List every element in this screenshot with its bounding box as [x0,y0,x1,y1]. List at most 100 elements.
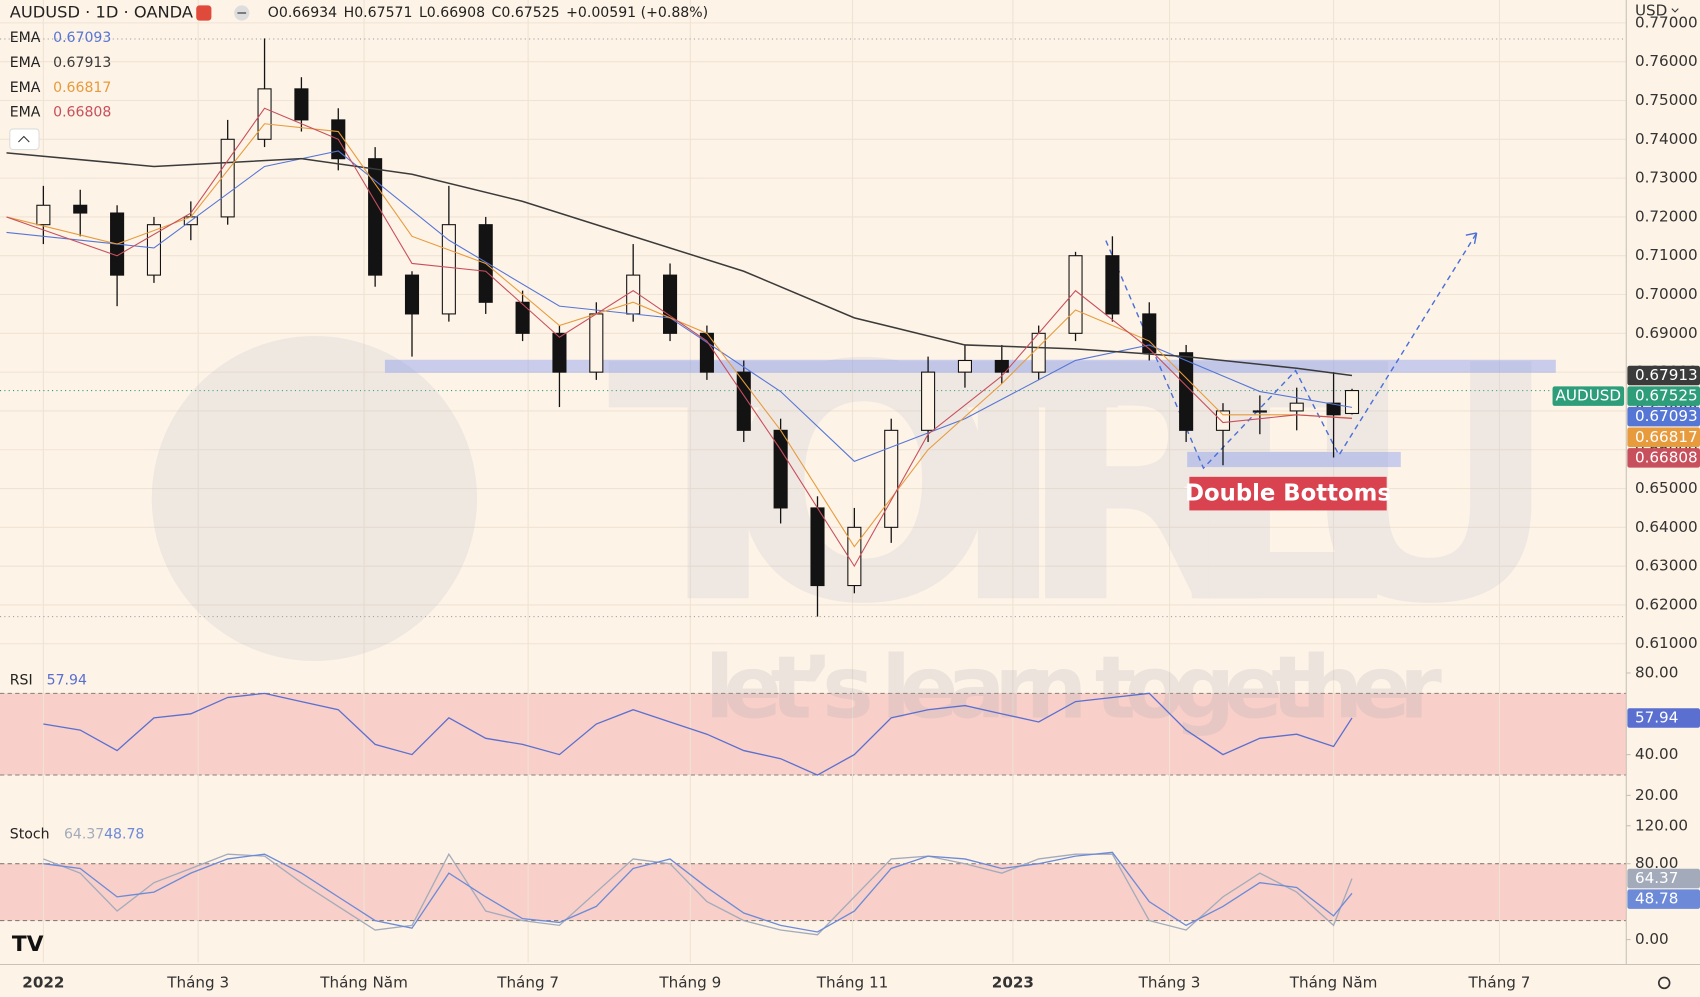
price-tag [1627,365,1700,386]
candle-body [1105,255,1120,315]
ohlc-key: L [419,5,427,21]
y-tick-label: 0.00 [1635,930,1669,948]
legend: AUDUSD · 1D · OANDA O0.66934 H0.67571 L0.6… [9,3,708,842]
tv-logo[interactable]: TV [12,932,44,957]
ohlc-value: 0.66934 [279,5,337,21]
y-tick-label: 0.63000 [1635,557,1698,575]
ohlc-key: O [268,5,279,21]
price-tag-label: 0.67093 [1635,407,1698,425]
ema-line [6,152,1353,377]
candle-body [957,359,972,373]
indicator-band [0,863,1627,921]
legend-value: 0.67913 [53,55,111,71]
candle-body [257,88,272,140]
price-tag [1627,448,1700,468]
candle-body [662,274,678,334]
legend-name: EMA [10,80,41,96]
candle-body [294,88,309,121]
y-tick-label: 0.73000 [1635,169,1698,187]
change: +0.00591 (+0.88%) [566,5,708,21]
legend-value: 64.37 [64,826,104,842]
indicator-title: RSI [10,673,33,689]
price-tag-label: 48.78 [1635,890,1678,908]
projection-arrow [1465,232,1478,244]
y-tick-label: 0.70000 [1635,285,1698,303]
y-tick-label: 0.76000 [1635,52,1698,70]
price-tag [1627,868,1700,889]
indicator-title: Stoch [10,826,50,842]
annotation-box [1189,476,1387,511]
y-tick-label: 120.00 [1635,816,1688,834]
candle-body [552,332,567,373]
x-tick-label: Tháng 3 [1138,973,1201,991]
candle-body [589,313,604,373]
indicator-line [43,692,1353,776]
indicator-line [43,852,1353,936]
y-tick-label: 0.75000 [1635,91,1698,109]
ema-line [6,107,1353,568]
candle-body [626,274,641,315]
x-tick-label: Tháng 7 [1468,973,1531,991]
candle-body [994,359,1009,373]
candle-body [1142,313,1157,354]
x-tick-label: 2023 [992,973,1034,991]
currency[interactable]: USD [1635,1,1667,19]
x-tick-label: Tháng 7 [496,973,559,991]
watermark: TOTRIEU let’s learn together [151,296,1561,738]
price-tag-label: 0.67525 [1635,387,1698,405]
y-tick-label: 0.69000 [1635,324,1698,342]
flag-icon[interactable] [196,5,212,21]
legend-value: 57.94 [47,673,87,689]
legend-name: EMA [10,105,41,121]
collapse-chevron [18,135,30,143]
y-tick-label: 80.00 [1635,854,1678,872]
watermark-brand: TOTRIEU [607,296,1561,675]
marks [6,38,1360,936]
price-tag [1627,386,1700,406]
y-tick-label: 0.62000 [1635,595,1698,613]
candle-body [73,204,88,214]
candle-body [36,204,51,226]
price-tag-label: 0.66808 [1635,448,1698,466]
pattern-projection[interactable] [1105,232,1478,470]
annotation[interactable]: Double Bottoms [1185,476,1391,511]
y-tick-label: 0.71000 [1635,246,1698,264]
collapse-button[interactable] [9,128,40,151]
settings-icon[interactable] [1657,976,1671,990]
ohlc-value: 0.67525 [501,5,559,21]
symbol-tag-label: AUDUSD [1556,387,1622,405]
ema-line [6,150,1353,462]
y-tick-label: 0.77000 [1635,13,1698,31]
x-tick-label: Tháng 9 [658,973,721,991]
candle-body [404,274,420,315]
x-tick-label: Tháng 11 [816,973,889,991]
candle-body [1326,402,1341,416]
y-tick-label: 80.00 [1635,663,1678,681]
ohlc-value: 0.67571 [354,5,412,21]
x-tick-label: 2022 [22,973,64,991]
candle-body [810,507,825,587]
candle-body [1252,410,1267,413]
ema-line [6,123,1353,548]
y-tick-label: 0.72000 [1635,207,1698,225]
legend-name: EMA [10,30,41,46]
y-tick-label: 0.65000 [1635,479,1698,497]
x-tick-label: Tháng 3 [166,973,229,991]
candle-body [220,138,235,218]
y-tick-label: 20.00 [1635,786,1678,804]
grid [0,0,1627,963]
candle-body [1289,402,1304,412]
symbol-title: AUDUSD · 1D · OANDA [10,3,193,22]
support-zone[interactable] [1187,451,1401,468]
ohlc-value: 0.66908 [427,5,485,21]
candle-body [921,371,936,431]
legend-value: 0.66817 [53,80,111,96]
legend-value: 0.66808 [53,105,111,121]
candle-body [1344,390,1360,415]
legend-value: 48.78 [104,826,144,842]
legend-value: 0.67093 [53,30,111,46]
